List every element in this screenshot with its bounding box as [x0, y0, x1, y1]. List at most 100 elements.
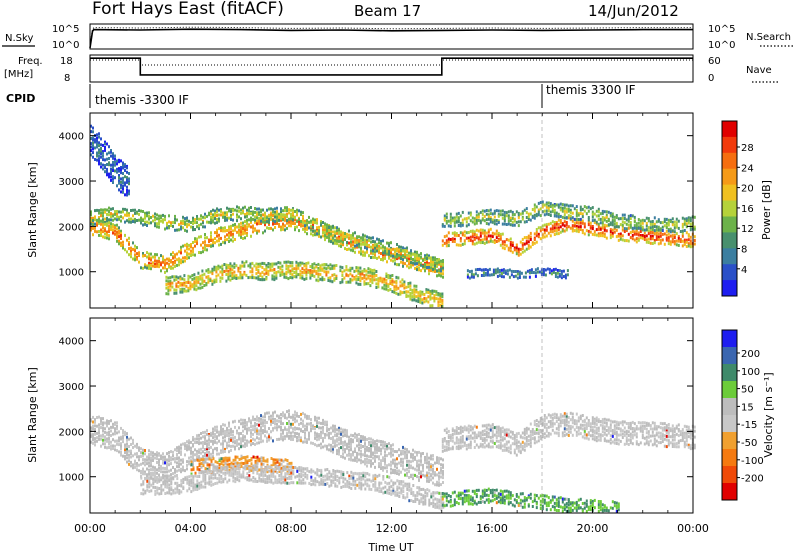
velocity-cell — [422, 473, 424, 477]
velocity-cell — [96, 416, 98, 419]
velocity-cell — [420, 470, 422, 474]
velocity-cell — [276, 414, 278, 418]
power-cell — [519, 252, 522, 256]
velocity-cell — [280, 466, 283, 470]
power-cell — [217, 273, 220, 277]
power-cell — [436, 269, 438, 273]
power-cell — [324, 222, 326, 226]
power-cell — [327, 264, 330, 268]
power-cell — [193, 282, 196, 286]
velocity-cell — [198, 456, 200, 460]
velocity-cell — [308, 434, 310, 438]
power-cell — [236, 209, 238, 213]
velocity-cell — [260, 473, 263, 477]
power-cell — [250, 216, 252, 220]
power-cell — [497, 231, 500, 235]
power-cell — [259, 278, 262, 282]
velocity-cell — [206, 469, 209, 473]
power-cell — [90, 220, 92, 224]
power-cell — [295, 264, 298, 268]
power-cell — [190, 225, 192, 229]
power-cell — [100, 150, 102, 154]
power-cell — [128, 253, 130, 257]
power-cell — [599, 217, 602, 221]
power-cell — [156, 213, 158, 217]
velocity-cell — [402, 452, 404, 456]
power-cell — [355, 269, 358, 273]
velocity-cell — [222, 432, 224, 436]
velocity-cell — [292, 438, 294, 441]
power-cell — [500, 275, 503, 279]
power-cell — [318, 225, 320, 229]
power-cell — [282, 227, 284, 231]
velocity-cell — [434, 461, 436, 465]
velocity-cell — [192, 486, 195, 490]
power-cell — [323, 266, 326, 270]
power-cell — [261, 270, 264, 274]
power-cell — [535, 240, 538, 244]
power-cell — [199, 282, 202, 286]
power-cell — [252, 226, 254, 230]
power-cell — [631, 226, 634, 230]
velocity-cell — [146, 483, 149, 487]
velocity-cell — [190, 451, 192, 455]
velocity-cell — [258, 468, 261, 472]
velocity-cell — [272, 414, 274, 418]
power-cell — [475, 228, 478, 232]
power-cell — [411, 298, 414, 302]
power-cell — [233, 265, 236, 269]
power-cell — [432, 263, 434, 267]
velocity-cell — [166, 470, 168, 474]
power-cell — [631, 214, 634, 218]
power-cell — [374, 246, 376, 250]
power-cell — [274, 220, 276, 224]
power-cell — [146, 255, 148, 259]
power-cell — [597, 207, 600, 211]
power-cell — [477, 229, 480, 233]
velocity-cell — [240, 475, 243, 479]
power-cell — [214, 209, 216, 213]
power-cell — [560, 272, 563, 276]
power-cell — [230, 216, 232, 220]
power-cell — [264, 223, 266, 227]
velocity-cell — [242, 436, 244, 440]
power-cell — [669, 242, 672, 246]
power-cell — [483, 219, 486, 223]
power-cell — [431, 291, 434, 295]
power-cell — [394, 258, 396, 262]
power-cell — [180, 261, 182, 265]
velocity-cell — [352, 434, 354, 438]
power-cell — [202, 221, 204, 225]
power-cell — [540, 271, 543, 275]
power-cell — [382, 258, 384, 262]
velocity-cell — [106, 419, 108, 423]
power-cell — [667, 229, 670, 233]
power-cell — [252, 217, 254, 221]
velocity-cell — [250, 458, 253, 462]
velocity-cell — [368, 459, 370, 462]
velocity-cell — [102, 423, 104, 426]
power-cell — [518, 273, 521, 277]
power-cell — [200, 214, 202, 218]
power-cell — [472, 273, 475, 277]
power-ytick-label: 2000 — [59, 222, 84, 233]
power-cell — [98, 157, 100, 161]
velocity-cell — [218, 477, 221, 481]
velocity-cell — [258, 432, 260, 436]
power-cell — [491, 220, 494, 224]
power-cell — [224, 235, 226, 239]
velocity-cell — [306, 414, 308, 418]
velocity-cell — [106, 432, 108, 436]
power-cell — [551, 230, 554, 234]
power-cell — [100, 214, 102, 218]
power-cell — [312, 229, 314, 233]
velocity-cell — [260, 414, 262, 418]
power-cell — [152, 214, 154, 218]
power-cell — [463, 239, 466, 243]
power-cell — [527, 215, 530, 219]
power-cell — [102, 223, 104, 227]
power-cell — [164, 261, 166, 265]
velocity-cell — [316, 424, 318, 428]
power-cell — [257, 262, 260, 266]
velocity-cell — [90, 434, 92, 438]
